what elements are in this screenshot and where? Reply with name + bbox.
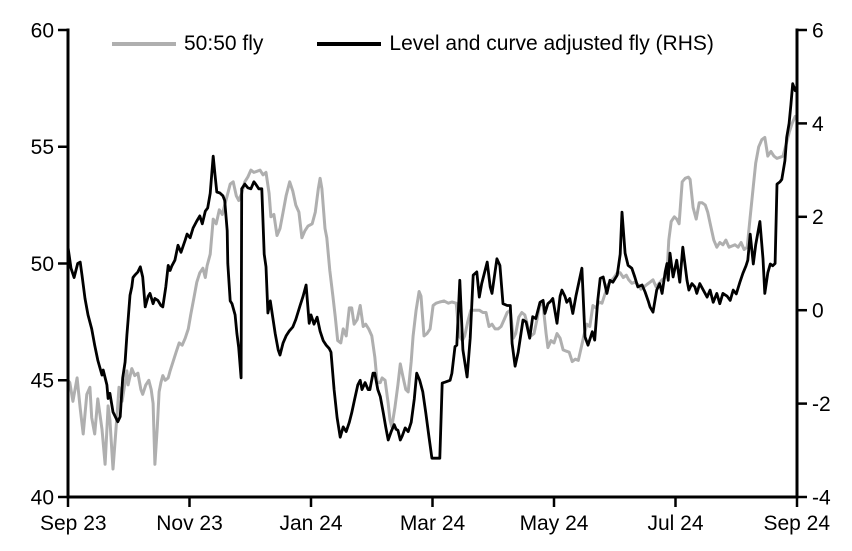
series-line-adjusted-fly [66, 82, 799, 460]
series-line-5050-fly [66, 114, 799, 471]
y-right-tick-label: 6 [812, 19, 824, 42]
y-left-tick-label: 45 [31, 370, 54, 393]
legend-label-adjusted-fly: Level and curve adjusted fly (RHS) [389, 32, 714, 55]
x-tick-label: May 24 [520, 512, 589, 535]
y-left-tick-label: 55 [31, 136, 54, 159]
y-right-tick-label: 4 [812, 113, 824, 136]
y-right-tick-label: -4 [812, 486, 831, 509]
legend-item-5050-fly: 50:50 fly [112, 33, 263, 54]
legend-line-swatch-gray [112, 41, 176, 46]
legend-label-5050-fly: 50:50 fly [184, 32, 264, 55]
y-right-tick-label: -2 [812, 393, 831, 416]
y-left-tick-label: 40 [31, 486, 54, 509]
x-tick-label: Jul 24 [647, 512, 703, 535]
x-tick-label: Sep 24 [763, 512, 830, 535]
y-left-tick-label: 50 [31, 253, 54, 276]
x-tick-label: Sep 23 [40, 512, 107, 535]
legend-item-adjusted-fly: Level and curve adjusted fly (RHS) [317, 33, 714, 54]
y-right-tick-label: 0 [812, 300, 824, 323]
y-right-tick-label: 2 [812, 206, 824, 229]
y-left-tick-label: 60 [31, 19, 54, 42]
legend: 50:50 fly Level and curve adjusted fly (… [112, 33, 714, 54]
x-tick-label: Nov 23 [156, 512, 223, 535]
x-tick-label: Jan 24 [279, 512, 342, 535]
x-tick-label: Mar 24 [400, 512, 466, 535]
legend-line-swatch-black [317, 41, 382, 46]
